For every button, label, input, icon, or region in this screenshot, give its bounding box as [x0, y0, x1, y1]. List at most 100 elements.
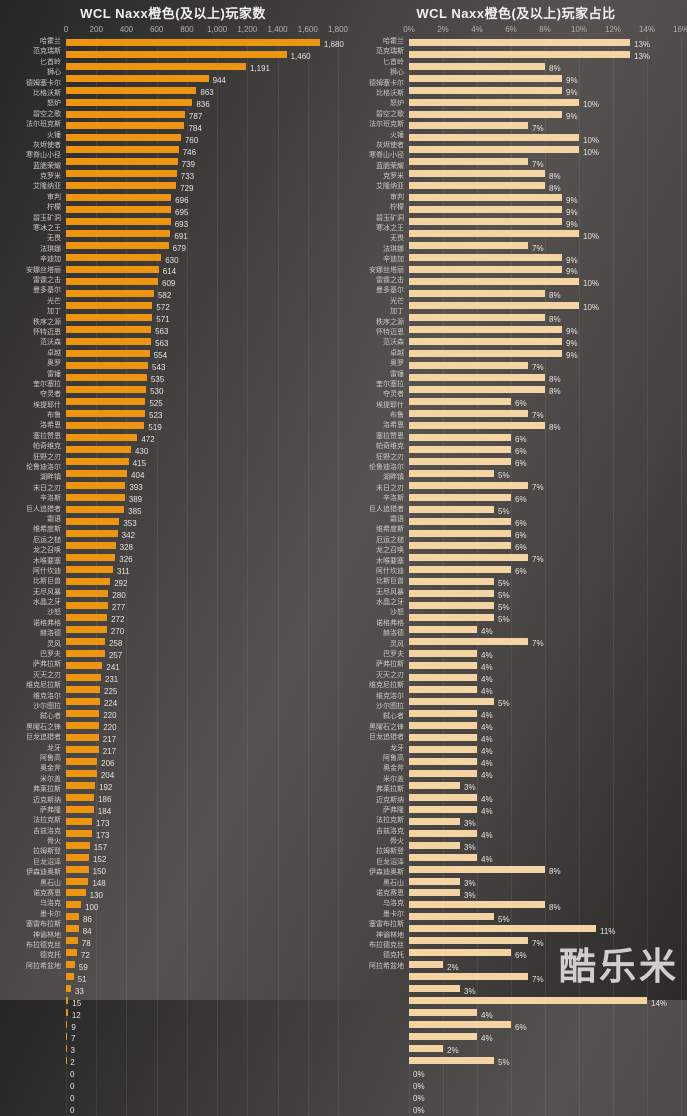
bar-row: 572 [66, 302, 338, 312]
bar-value: 8% [549, 172, 561, 181]
bar-row: 2 [66, 1057, 338, 1067]
server-label: 木喉要塞 [351, 557, 409, 567]
bar-value: 582 [158, 291, 171, 300]
bar-row: 6% [409, 1021, 681, 1031]
bar-value: 130 [90, 891, 103, 900]
axis-tick-label: 1,600 [298, 25, 318, 34]
bar [409, 506, 494, 513]
bar-row: 563 [66, 338, 338, 348]
bar [409, 626, 477, 633]
bar [409, 482, 528, 489]
server-label: 塞雷布拉斯 [8, 920, 66, 930]
bar-value: 2 [70, 1058, 74, 1067]
bar-value: 7% [532, 939, 544, 948]
bar-row: 4% [409, 794, 681, 804]
server-label: 米尔盖 [8, 775, 66, 785]
bar-value: 9% [566, 351, 578, 360]
bar-value: 695 [175, 208, 188, 217]
bar-value: 4% [481, 723, 493, 732]
bar-row: 5% [409, 602, 681, 612]
bar-value: 4% [481, 675, 493, 684]
server-label: 伊森迪奥斯 [8, 868, 66, 878]
server-label: 无畏 [8, 234, 66, 244]
bar [409, 422, 545, 429]
bar [66, 146, 179, 153]
bar [66, 878, 88, 885]
bar-value: 525 [149, 399, 162, 408]
bar [409, 254, 562, 261]
server-label: 怒炉 [8, 99, 66, 109]
bar [409, 746, 477, 753]
bar-row: 2% [409, 1045, 681, 1055]
bar [66, 242, 169, 249]
server-label: 怀特迈恩 [351, 328, 409, 338]
bar-value: 0 [70, 1094, 74, 1103]
server-label: 巴罗夫 [351, 650, 409, 660]
bar-row: 7% [409, 554, 681, 564]
bar [66, 997, 68, 1004]
bar-value: 59 [79, 963, 88, 972]
bar [66, 434, 137, 441]
bar-row: 100 [66, 901, 338, 911]
bar-row: 6% [409, 398, 681, 408]
bar-row: 8% [409, 901, 681, 911]
bar [409, 518, 511, 525]
server-label: 比斯巨兽 [351, 577, 409, 587]
bar-row: 6% [409, 518, 681, 528]
bar-row: 225 [66, 686, 338, 696]
server-label: 怀特迈恩 [8, 328, 66, 338]
bar-value: 8% [549, 423, 561, 432]
bar [409, 770, 477, 777]
bar-row: 192 [66, 782, 338, 792]
bar-value: 7% [532, 555, 544, 564]
bar-value: 280 [112, 591, 125, 600]
bar [66, 818, 92, 825]
server-label: 末日之刃 [351, 484, 409, 494]
axis-tick-label: 800 [180, 25, 193, 34]
bar [409, 554, 528, 561]
bar-value: 609 [162, 279, 175, 288]
bar-row: 582 [66, 290, 338, 300]
axis-tick-label: 0% [403, 25, 415, 34]
bar-value: 13% [634, 52, 650, 61]
bar-row: 270 [66, 626, 338, 636]
bar-value: 760 [185, 136, 198, 145]
bar-row: 8% [409, 422, 681, 432]
bar-row: 733 [66, 170, 338, 180]
bar-value: 4% [481, 627, 493, 636]
bar [66, 782, 95, 789]
server-label: 法拉克斯 [351, 816, 409, 826]
bar-row: 84 [66, 925, 338, 935]
bar-row: 51 [66, 973, 338, 983]
server-label: 柠檬 [8, 203, 66, 213]
bar [409, 122, 528, 129]
bar [66, 650, 105, 657]
bar-value: 572 [156, 303, 169, 312]
bar-value: 691 [174, 232, 187, 241]
server-label: 德姆塞卡尔 [351, 79, 409, 89]
server-label: 奥罗 [351, 359, 409, 369]
bar-value: 10% [583, 148, 599, 157]
bar [409, 470, 494, 477]
server-label: 灰烬使者 [8, 141, 66, 151]
bar-value: 7% [532, 363, 544, 372]
bar [66, 458, 129, 465]
axis-tick-label: 16% [673, 25, 687, 34]
bar-value: 0% [413, 1082, 425, 1091]
bar [409, 698, 494, 705]
server-label: 范克瑞斯 [351, 47, 409, 57]
server-label: 沙怒 [8, 608, 66, 618]
server-label: 光芒 [351, 297, 409, 307]
bar [66, 398, 145, 405]
bar-row: 563 [66, 326, 338, 336]
bar [409, 854, 477, 861]
axis-tick-label: 1,400 [268, 25, 288, 34]
bar-value: 4% [481, 663, 493, 672]
server-label: 维克洛尔 [8, 692, 66, 702]
bar-value: 6% [515, 399, 527, 408]
bar-value: 173 [96, 831, 109, 840]
server-label: 阿什坎迪 [351, 567, 409, 577]
bar [409, 434, 511, 441]
bar [409, 1009, 477, 1016]
